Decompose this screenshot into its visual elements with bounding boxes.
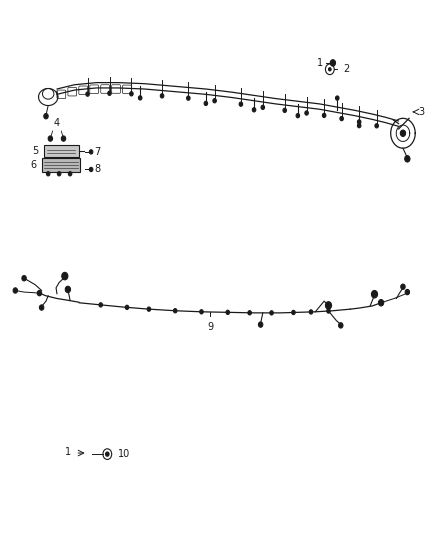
- Text: 6: 6: [30, 160, 36, 170]
- Text: 7: 7: [94, 147, 100, 157]
- Text: 1: 1: [317, 58, 323, 68]
- Circle shape: [371, 290, 378, 298]
- Circle shape: [330, 60, 336, 66]
- Circle shape: [44, 114, 48, 119]
- Circle shape: [226, 310, 230, 314]
- Circle shape: [46, 172, 50, 176]
- Circle shape: [401, 284, 405, 289]
- Circle shape: [86, 92, 89, 96]
- FancyBboxPatch shape: [42, 158, 80, 172]
- Text: 3: 3: [418, 107, 424, 117]
- Circle shape: [322, 114, 326, 118]
- Text: 9: 9: [207, 322, 213, 333]
- Circle shape: [48, 136, 53, 141]
- Text: 4: 4: [54, 118, 60, 128]
- Circle shape: [99, 303, 102, 307]
- Circle shape: [292, 310, 295, 314]
- Circle shape: [357, 124, 361, 128]
- Circle shape: [204, 101, 208, 106]
- Circle shape: [68, 172, 72, 176]
- Circle shape: [375, 124, 378, 128]
- Circle shape: [147, 307, 151, 311]
- Text: 10: 10: [118, 449, 131, 459]
- Circle shape: [378, 300, 384, 306]
- Circle shape: [296, 114, 300, 118]
- Circle shape: [340, 117, 343, 121]
- Circle shape: [305, 111, 308, 115]
- Circle shape: [89, 167, 93, 172]
- Circle shape: [138, 96, 142, 100]
- Circle shape: [336, 96, 339, 100]
- Circle shape: [37, 290, 42, 296]
- Circle shape: [187, 96, 190, 100]
- Circle shape: [213, 99, 216, 103]
- FancyBboxPatch shape: [44, 145, 79, 157]
- Circle shape: [252, 108, 256, 112]
- Circle shape: [13, 288, 18, 293]
- Circle shape: [405, 289, 410, 295]
- Circle shape: [65, 286, 71, 293]
- Circle shape: [325, 302, 332, 309]
- Circle shape: [357, 120, 361, 124]
- Circle shape: [57, 172, 61, 176]
- Circle shape: [270, 311, 273, 315]
- Circle shape: [283, 108, 286, 112]
- Circle shape: [239, 102, 243, 106]
- Circle shape: [339, 323, 343, 328]
- Circle shape: [89, 150, 93, 154]
- Text: 2: 2: [343, 64, 349, 74]
- Circle shape: [261, 105, 265, 109]
- Circle shape: [108, 91, 111, 95]
- Circle shape: [200, 310, 203, 314]
- Circle shape: [61, 136, 66, 141]
- Circle shape: [327, 309, 330, 313]
- Circle shape: [309, 310, 313, 314]
- Circle shape: [405, 156, 410, 162]
- Circle shape: [130, 92, 133, 96]
- Circle shape: [173, 309, 177, 313]
- Text: 1: 1: [65, 447, 71, 457]
- Circle shape: [400, 130, 406, 136]
- Circle shape: [62, 272, 68, 280]
- Circle shape: [248, 311, 251, 315]
- Circle shape: [328, 68, 331, 71]
- Circle shape: [106, 452, 109, 456]
- Circle shape: [258, 322, 263, 327]
- Circle shape: [160, 94, 164, 98]
- Text: 5: 5: [32, 146, 39, 156]
- Circle shape: [125, 305, 129, 310]
- Circle shape: [22, 276, 26, 281]
- Text: 8: 8: [94, 165, 100, 174]
- Circle shape: [39, 305, 44, 310]
